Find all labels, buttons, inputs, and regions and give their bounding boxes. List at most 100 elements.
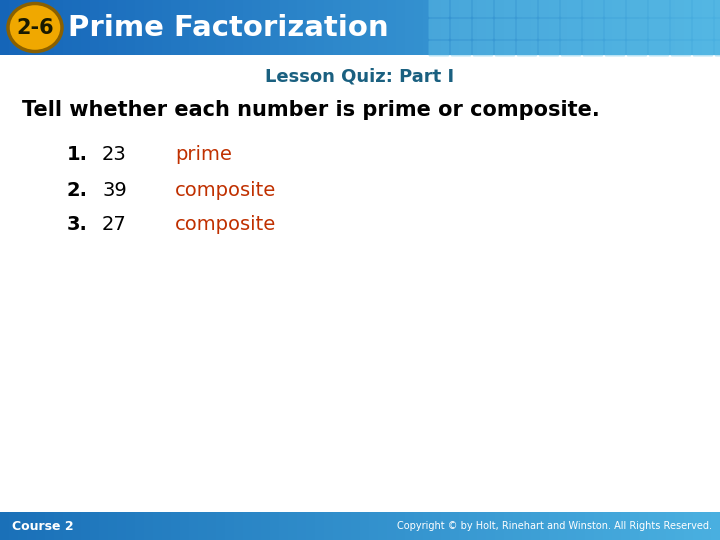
- Bar: [243, 0, 253, 55]
- FancyBboxPatch shape: [582, 40, 603, 57]
- Bar: [657, 512, 667, 540]
- FancyBboxPatch shape: [560, 0, 582, 17]
- FancyBboxPatch shape: [605, 18, 626, 39]
- Bar: [459, 512, 469, 540]
- Bar: [90, 512, 100, 540]
- Bar: [81, 0, 91, 55]
- Bar: [495, 0, 505, 55]
- Bar: [396, 512, 406, 540]
- FancyBboxPatch shape: [693, 40, 714, 57]
- Bar: [513, 0, 523, 55]
- Bar: [333, 512, 343, 540]
- FancyBboxPatch shape: [693, 18, 714, 39]
- Bar: [468, 0, 478, 55]
- Bar: [234, 0, 244, 55]
- Bar: [351, 0, 361, 55]
- Bar: [270, 0, 280, 55]
- Bar: [549, 0, 559, 55]
- FancyBboxPatch shape: [649, 40, 670, 57]
- Bar: [189, 0, 199, 55]
- Bar: [45, 512, 55, 540]
- Bar: [405, 512, 415, 540]
- Bar: [576, 0, 586, 55]
- Bar: [252, 0, 262, 55]
- Bar: [36, 512, 46, 540]
- Bar: [63, 512, 73, 540]
- Bar: [45, 0, 55, 55]
- Bar: [342, 512, 352, 540]
- FancyBboxPatch shape: [516, 18, 538, 39]
- Bar: [648, 0, 658, 55]
- Bar: [702, 0, 712, 55]
- FancyBboxPatch shape: [495, 0, 516, 17]
- Ellipse shape: [8, 3, 62, 51]
- Bar: [315, 0, 325, 55]
- Text: 23: 23: [102, 145, 127, 165]
- Bar: [621, 512, 631, 540]
- Bar: [144, 512, 154, 540]
- Bar: [54, 512, 64, 540]
- Bar: [396, 0, 406, 55]
- FancyBboxPatch shape: [582, 18, 603, 39]
- Bar: [99, 512, 109, 540]
- Bar: [423, 0, 433, 55]
- Bar: [297, 0, 307, 55]
- Bar: [711, 0, 720, 55]
- Bar: [675, 0, 685, 55]
- Bar: [108, 512, 118, 540]
- Bar: [486, 0, 496, 55]
- FancyBboxPatch shape: [626, 40, 647, 57]
- Bar: [531, 512, 541, 540]
- Bar: [540, 512, 550, 540]
- Bar: [9, 512, 19, 540]
- Bar: [639, 512, 649, 540]
- FancyBboxPatch shape: [451, 0, 472, 17]
- Bar: [270, 512, 280, 540]
- Text: 39: 39: [102, 180, 127, 199]
- Bar: [567, 0, 577, 55]
- Bar: [261, 0, 271, 55]
- Bar: [306, 512, 316, 540]
- Bar: [189, 512, 199, 540]
- Bar: [486, 512, 496, 540]
- Bar: [648, 512, 658, 540]
- FancyBboxPatch shape: [451, 18, 472, 39]
- FancyBboxPatch shape: [516, 40, 538, 57]
- FancyBboxPatch shape: [670, 40, 691, 57]
- Bar: [252, 512, 262, 540]
- Bar: [81, 512, 91, 540]
- Text: Course 2: Course 2: [12, 519, 73, 532]
- Bar: [54, 0, 64, 55]
- Bar: [477, 0, 487, 55]
- Bar: [549, 512, 559, 540]
- Bar: [657, 0, 667, 55]
- Bar: [216, 0, 226, 55]
- Bar: [558, 512, 568, 540]
- FancyBboxPatch shape: [472, 0, 493, 17]
- Bar: [477, 512, 487, 540]
- Bar: [162, 0, 172, 55]
- FancyBboxPatch shape: [714, 18, 720, 39]
- Text: prime: prime: [175, 145, 232, 165]
- Bar: [279, 512, 289, 540]
- Bar: [513, 512, 523, 540]
- Text: Copyright © by Holt, Rinehart and Winston. All Rights Reserved.: Copyright © by Holt, Rinehart and Winsto…: [397, 521, 712, 531]
- Bar: [171, 0, 181, 55]
- Bar: [594, 0, 604, 55]
- FancyBboxPatch shape: [428, 18, 449, 39]
- Bar: [72, 0, 82, 55]
- Bar: [27, 0, 37, 55]
- Bar: [612, 512, 622, 540]
- Bar: [279, 0, 289, 55]
- FancyBboxPatch shape: [626, 18, 647, 39]
- Bar: [135, 0, 145, 55]
- Bar: [207, 0, 217, 55]
- FancyBboxPatch shape: [560, 40, 582, 57]
- Bar: [702, 512, 712, 540]
- Bar: [315, 512, 325, 540]
- FancyBboxPatch shape: [516, 0, 538, 17]
- Bar: [369, 0, 379, 55]
- Text: 1.: 1.: [67, 145, 88, 165]
- Bar: [144, 0, 154, 55]
- Bar: [90, 0, 100, 55]
